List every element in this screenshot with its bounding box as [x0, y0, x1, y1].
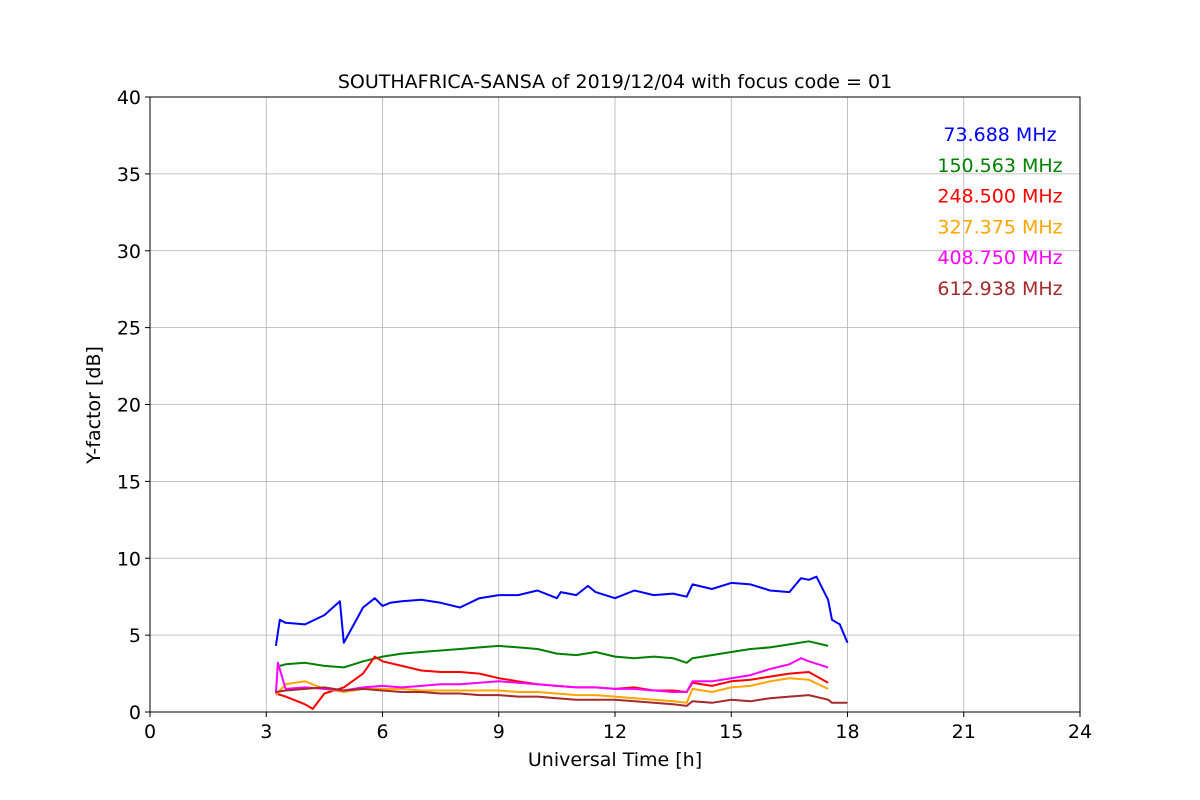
y-tick-label: 0 [129, 702, 141, 724]
y-tick-label: 35 [117, 164, 141, 186]
y-tick-label: 5 [129, 625, 141, 647]
x-tick-label: 21 [952, 721, 976, 743]
y-axis-label: Y-factor [dB] [83, 346, 105, 465]
legend-entry: 612.938 MHz [937, 278, 1062, 300]
x-tick-label: 18 [835, 721, 859, 743]
series-line-5 [275, 686, 848, 707]
legend-entry: 150.563 MHz [937, 155, 1062, 177]
x-tick-label: 24 [1068, 721, 1092, 743]
y-tick-label: 20 [117, 395, 141, 417]
series-line-3 [275, 677, 829, 704]
series-line-1 [279, 640, 829, 669]
legend-entry: 327.375 MHz [937, 216, 1062, 238]
x-axis-label: Universal Time [h] [528, 749, 702, 771]
x-tick-label: 15 [719, 721, 743, 743]
y-tick-label: 10 [117, 548, 141, 570]
chart-title: SOUTHAFRICA-SANSA of 2019/12/04 with foc… [338, 71, 892, 93]
legend-entry: 73.688 MHz [943, 124, 1056, 146]
axis-ticks: 0 3 6 9 12 15 18 21 24 0 5 10 15 20 25 30 35 40 [117, 87, 1092, 743]
legend-entry: 248.500 MHz [937, 186, 1062, 208]
legend: 73.688 MHz 150.563 MHz 248.500 MHz 327.375 … [937, 124, 1062, 300]
y-tick-label: 40 [117, 87, 141, 109]
y-tick-label: 25 [117, 318, 141, 340]
series-line-0 [274, 575, 849, 647]
y-tick-label: 15 [117, 471, 141, 493]
x-tick-label: 9 [493, 721, 505, 743]
y-tick-label: 30 [117, 241, 141, 263]
x-tick-label: 12 [603, 721, 627, 743]
legend-entry: 408.750 MHz [937, 247, 1062, 269]
x-tick-label: 0 [144, 721, 156, 743]
x-tick-label: 3 [260, 721, 272, 743]
x-tick-label: 6 [376, 721, 388, 743]
series-lines [274, 575, 849, 710]
